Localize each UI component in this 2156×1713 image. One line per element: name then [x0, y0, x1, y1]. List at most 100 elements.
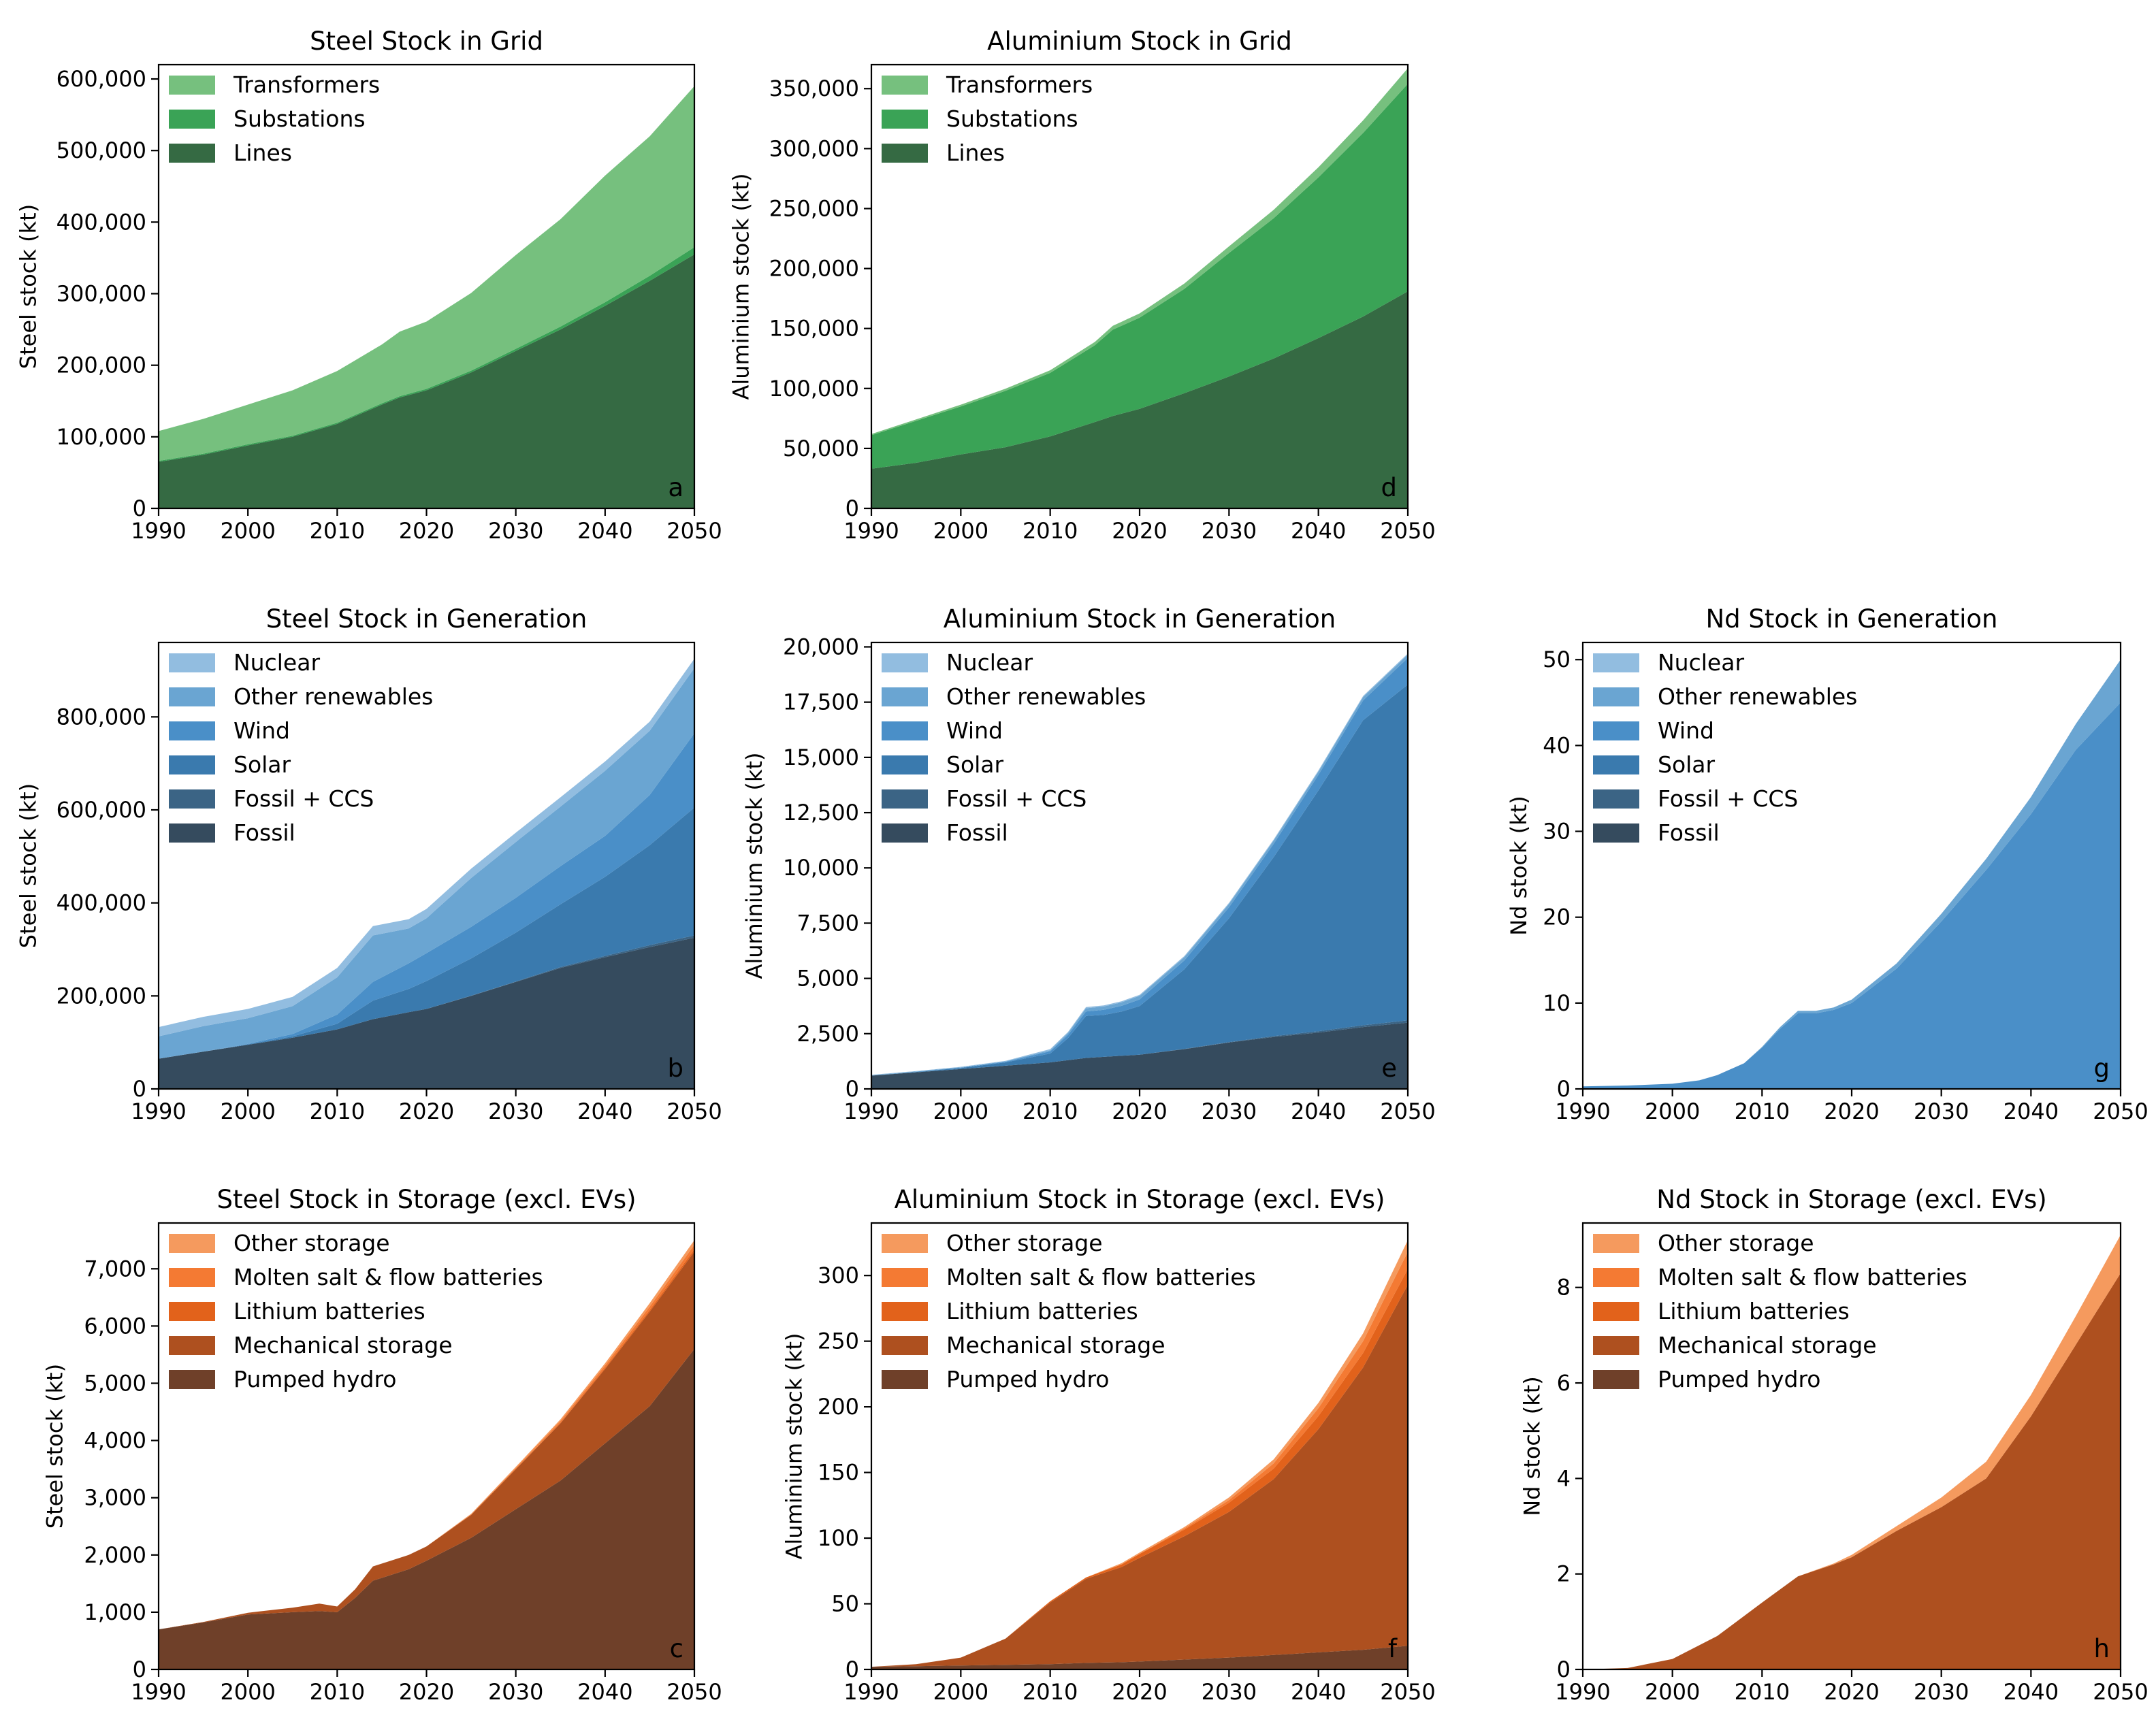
legend-label: Lines	[946, 140, 1005, 166]
y-tick-label: 600,000	[57, 797, 146, 823]
y-tick-label: 15,000	[783, 745, 859, 770]
legend-swatch	[169, 144, 215, 163]
chart-panel-c: 1990 2000 2010 2020 2030 2040 2050 0 1,000 2,000 3…	[42, 1185, 722, 1705]
legend-swatch	[882, 755, 928, 774]
legend-label: Wind	[946, 717, 1003, 744]
y-tick-label: 3,000	[84, 1485, 146, 1511]
x-tick-label: 1990	[1555, 1679, 1610, 1705]
x-tick-label: 2020	[1112, 1679, 1167, 1705]
chart-title: Steel Stock in Storage (excl. EVs)	[216, 1185, 636, 1214]
x-tick-label: 2000	[933, 518, 988, 544]
chart-title: Aluminium Stock in Grid	[987, 27, 1292, 56]
x-tick-label: 2000	[220, 1098, 275, 1124]
legend: Other storage Molten salt & flow batterie…	[169, 1230, 543, 1392]
y-tick-label: 300,000	[769, 135, 859, 161]
legend-label: Pumped hydro	[234, 1366, 397, 1392]
x-tick-label: 2000	[933, 1098, 988, 1124]
chart-panel-e: 1990 2000 2010 2020 2030 2040 2050 0 2,500 5,000 7…	[741, 604, 1436, 1124]
chart-panel-g: 1990 2000 2010 2020 2030 2040 205001020304050N…	[1506, 604, 2149, 1124]
y-axis-label: Steel stock (kt)	[42, 1364, 68, 1529]
legend-swatch	[882, 144, 928, 163]
x-tick-label: 2030	[488, 518, 543, 544]
legend-swatch	[882, 1370, 928, 1389]
area-series-lines	[871, 291, 1408, 508]
legend-swatch	[169, 76, 215, 95]
legend-label: Other storage	[234, 1230, 390, 1256]
legend-label: Pumped hydro	[946, 1366, 1110, 1392]
y-tick-label: 2,500	[797, 1021, 859, 1047]
y-tick-label: 5,000	[797, 966, 859, 992]
y-tick-label: 600,000	[57, 66, 146, 92]
area-series-pumped-hydro	[159, 1349, 694, 1669]
x-tick-label: 2010	[310, 1098, 365, 1124]
x-tick-label: 2020	[399, 518, 454, 544]
y-tick-label: 12,500	[783, 800, 859, 826]
legend-swatch	[169, 1268, 215, 1287]
y-tick-label: 200,000	[57, 353, 146, 378]
area-series-substations	[871, 84, 1408, 469]
legend-swatch	[1593, 1370, 1639, 1389]
y-tick-label: 17,500	[783, 689, 859, 715]
x-tick-label: 2040	[577, 1098, 632, 1124]
y-tick-label: 2	[1557, 1561, 1571, 1587]
x-tick-label: 2030	[1202, 518, 1257, 544]
x-tick-label: 2050	[666, 1098, 722, 1124]
y-tick-label: 4	[1557, 1465, 1571, 1491]
y-tick-label: 2,000	[84, 1542, 146, 1568]
y-tick-label: 500,000	[57, 137, 146, 163]
y-tick-label: 100	[818, 1525, 859, 1551]
x-tick-label: 2030	[488, 1098, 543, 1124]
legend-label: Mechanical storage	[946, 1332, 1165, 1358]
legend-label: Mechanical storage	[1658, 1332, 1877, 1358]
y-tick-label: 100,000	[57, 424, 146, 450]
legend-swatch	[169, 653, 215, 672]
y-tick-label: 50	[831, 1591, 859, 1617]
legend-swatch	[882, 789, 928, 809]
legend: Other storage Molten salt & flow batterie…	[1593, 1230, 1967, 1392]
legend-swatch	[882, 76, 928, 95]
legend-label: Lithium batteries	[234, 1298, 425, 1324]
chart-panel-a: 1990 2000 2010 2020 2030 2040 2050 0 100,000 200,…	[16, 27, 722, 544]
legend-swatch	[169, 110, 215, 129]
y-tick-label: 250,000	[769, 195, 859, 221]
x-tick-label: 1990	[1555, 1098, 1610, 1124]
x-tick-label: 2030	[488, 1679, 543, 1705]
x-tick-label: 1990	[131, 518, 186, 544]
legend-label: Lithium batteries	[1658, 1298, 1850, 1324]
chart-panel-h: 1990 2000 2010 2020 2030 2040 2050 0 2 4 6 8 Nd Stoc…	[1519, 1185, 2149, 1705]
legend: Transformers Substations Lines	[882, 71, 1093, 166]
legend-label: Lines	[234, 140, 292, 166]
y-axis-label: Aluminium stock (kt)	[741, 752, 767, 979]
legend-swatch	[882, 1268, 928, 1287]
x-tick-label: 1990	[843, 1679, 899, 1705]
area-series-other-renewables	[1583, 659, 2121, 1087]
chart-panel-d: 1990 2000 2010 2020 2030 2040 2050 0 50,000 100,0…	[728, 27, 1436, 544]
x-tick-label: 2010	[1023, 1679, 1078, 1705]
legend-swatch	[169, 755, 215, 774]
area-series-mechanical-storage	[159, 1252, 694, 1630]
legend-swatch	[169, 1234, 215, 1253]
area-series-fossil-ccs	[159, 935, 694, 1059]
legend-label: Substations	[234, 105, 366, 132]
y-tick-label: 30	[1543, 819, 1571, 845]
x-tick-label: 2050	[1380, 1679, 1435, 1705]
y-tick-label: 300	[818, 1262, 859, 1288]
y-tick-label: 400,000	[57, 209, 146, 235]
legend-label: Wind	[1658, 717, 1714, 744]
panel-letter: a	[668, 473, 683, 502]
chart-title: Aluminium Stock in Storage (excl. EVs)	[895, 1185, 1385, 1214]
legend-label: Fossil + CCS	[1658, 785, 1798, 812]
y-axis-label: Nd stock (kt)	[1519, 1376, 1545, 1516]
legend-label: Substations	[946, 105, 1078, 132]
x-tick-label: 2000	[1645, 1679, 1700, 1705]
x-tick-label: 2040	[1291, 518, 1346, 544]
y-axis-label: Steel stock (kt)	[16, 783, 42, 948]
y-tick-label: 1,000	[84, 1599, 146, 1625]
legend-label: Fossil	[946, 819, 1008, 846]
area-series-transformers	[159, 86, 694, 461]
y-tick-label: 50	[1543, 647, 1571, 672]
x-tick-label: 2010	[1023, 518, 1078, 544]
legend-label: Fossil + CCS	[946, 785, 1087, 812]
y-tick-label: 150	[818, 1460, 859, 1486]
